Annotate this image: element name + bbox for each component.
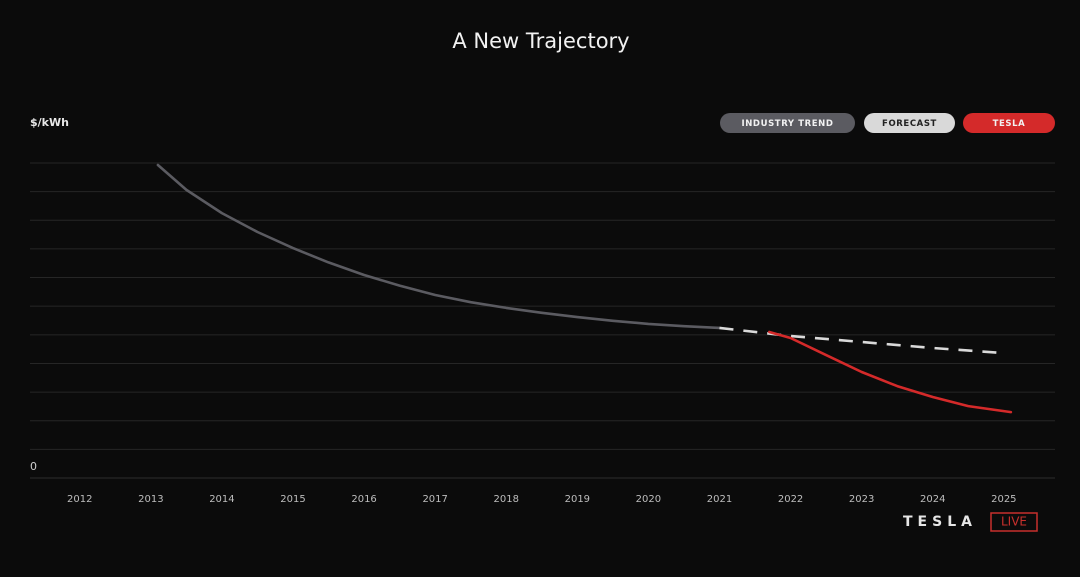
x-tick-label: 2020 [636, 494, 661, 505]
legend-swatch [720, 113, 855, 133]
legend-swatch [864, 113, 955, 133]
x-tick-label: 2014 [209, 494, 234, 505]
x-tick-label: 2025 [991, 494, 1016, 505]
legend-swatch [963, 113, 1055, 133]
x-tick-label: 2018 [494, 494, 519, 505]
logo-badge-box [990, 512, 1038, 532]
logo-brand: TESLA [903, 514, 977, 530]
x-tick-label: 2016 [351, 494, 376, 505]
legend-label: INDUSTRY TREND [741, 119, 833, 129]
logo-badge: LIVE [1001, 515, 1027, 529]
x-tick-label: 2023 [849, 494, 874, 505]
x-tick-label: 2013 [138, 494, 163, 505]
y-axis-label: $/kWh [30, 116, 69, 129]
series-line [768, 330, 1013, 414]
x-tick-label: 2021 [707, 494, 732, 505]
logo: TESLA LIVE [903, 512, 1038, 532]
x-tick-label: 2019 [565, 494, 590, 505]
legend-label: TESLA [993, 119, 1026, 129]
x-tick-label: 2017 [422, 494, 447, 505]
chart-title: A New Trajectory [452, 29, 629, 53]
series-line [156, 163, 721, 330]
y-tick-label: 0 [30, 460, 37, 473]
x-tick-label: 2012 [67, 494, 92, 505]
x-tick-label: 2024 [920, 494, 945, 505]
x-tick-label: 2022 [778, 494, 803, 505]
x-tick-label: 2015 [280, 494, 305, 505]
legend-label: FORECAST [882, 119, 937, 129]
